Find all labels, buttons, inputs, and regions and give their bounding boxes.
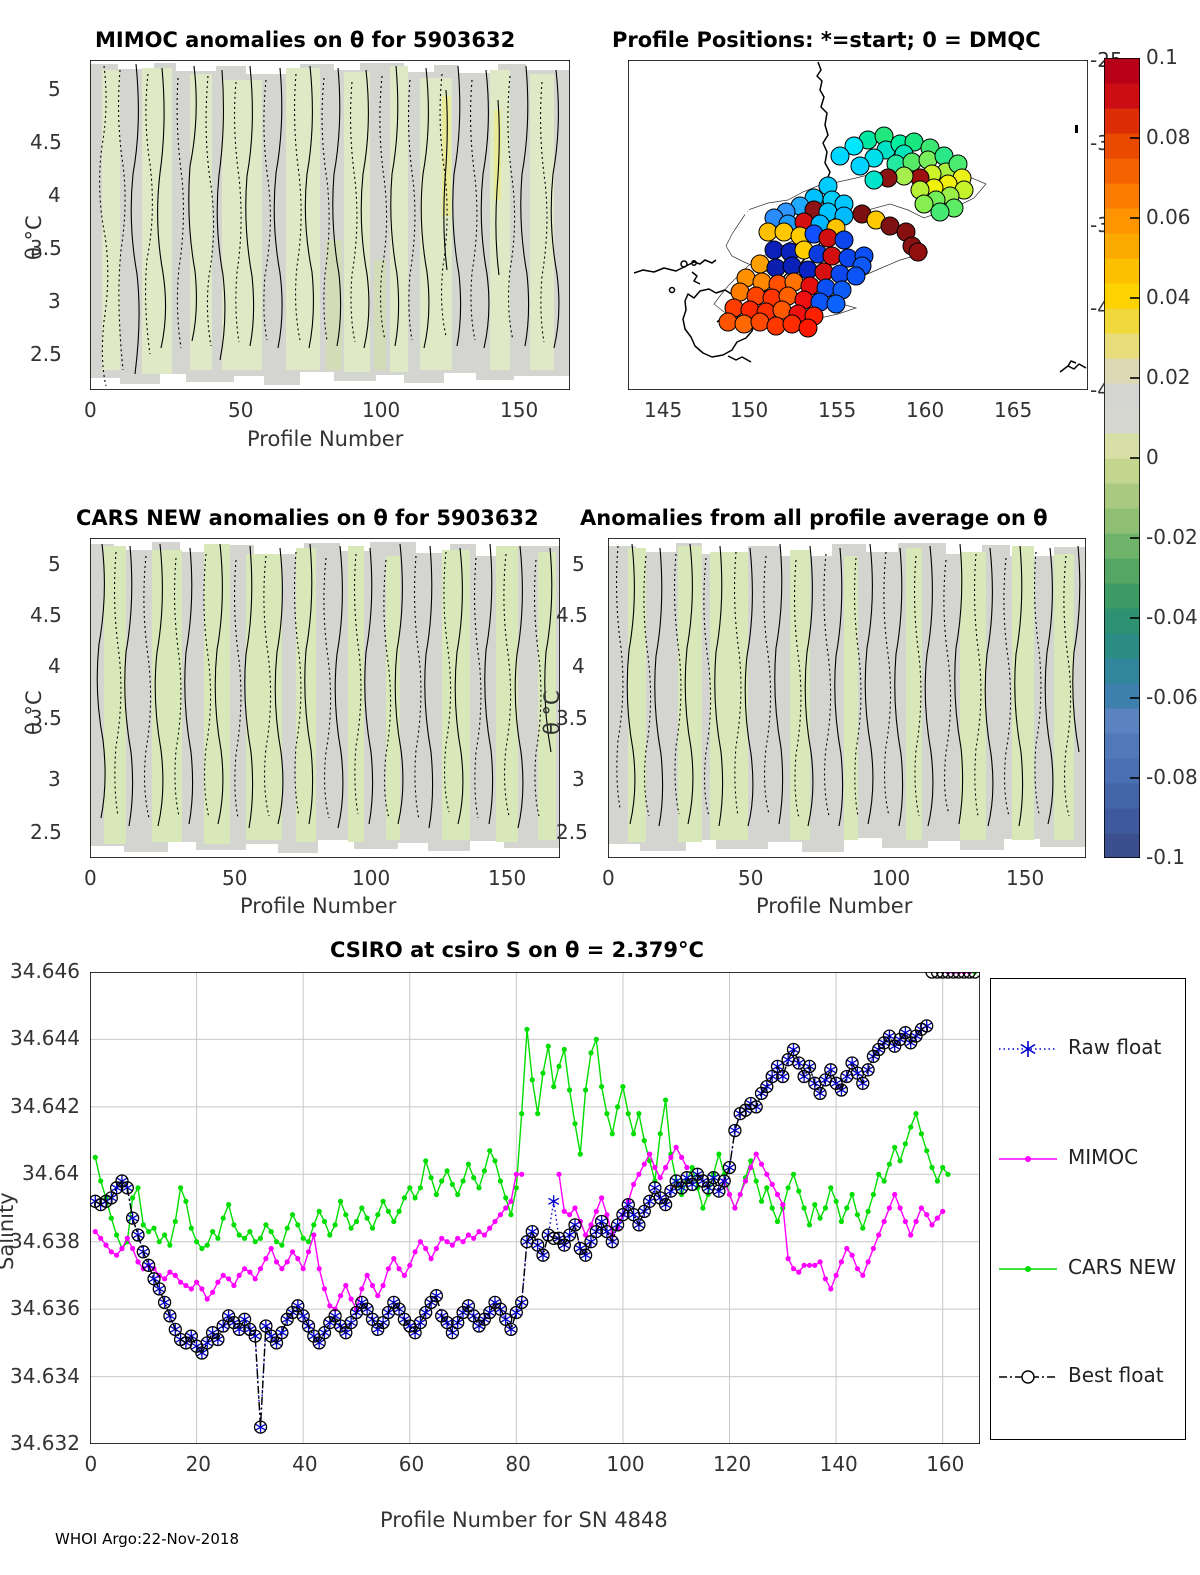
- allprof-ytick-2p5: 2.5: [556, 820, 588, 844]
- allprof-xtick-150: 150: [1006, 866, 1045, 890]
- salinity-xtick-2: 40: [292, 1452, 318, 1476]
- mimoc-ytick-2p5: 2.5: [30, 342, 62, 366]
- salinity-ytick-4: 34.64: [22, 1161, 80, 1186]
- cars-ytick-3: 3: [48, 767, 61, 791]
- mimoc-ytick-4p5: 4.5: [30, 130, 62, 154]
- salinity-xtick-1: 20: [185, 1452, 212, 1476]
- allprof-xtick-0: 0: [602, 866, 615, 890]
- footer-text: WHOI Argo:22-Nov-2018: [55, 1530, 239, 1548]
- salinity-xtick-6: 120: [713, 1452, 752, 1476]
- map-xtick-165: 165: [994, 398, 1033, 422]
- cars-xtick-50: 50: [222, 866, 248, 890]
- cars-xtick-150: 150: [488, 866, 527, 890]
- salinity-ytick-7: 34.646: [10, 959, 80, 983]
- salinity-timeseries-plot: [90, 972, 980, 1444]
- cars-ytick-3p5: 3.5: [30, 706, 62, 730]
- allprof-x-axis-label: Profile Number: [756, 894, 913, 918]
- cars-xtick-0: 0: [84, 866, 97, 890]
- colorbar-tick-1: 0.08: [1146, 125, 1191, 149]
- allprof-xtick-50: 50: [738, 866, 764, 890]
- salinity-ytick-2: 34.636: [10, 1296, 80, 1321]
- mimoc-ytick-3p5: 3.5: [30, 236, 62, 260]
- cars-panel-title: CARS NEW anomalies on θ for 5903632: [76, 506, 539, 530]
- allprof-panel-title: Anomalies from all profile average on θ: [580, 506, 1048, 530]
- colorbar-tick-6: -0.02: [1146, 525, 1198, 549]
- map-xtick-150: 150: [730, 398, 769, 422]
- salinity-xtick-5: 100: [606, 1452, 645, 1476]
- cars-ytick-4p5: 4.5: [30, 603, 62, 627]
- mimoc-xtick-50: 50: [228, 398, 254, 422]
- mimoc-xtick-100: 100: [362, 398, 401, 422]
- cars-ytick-5: 5: [48, 552, 61, 576]
- salinity-xtick-3: 60: [398, 1452, 425, 1476]
- colorbar: [1104, 58, 1140, 858]
- colorbar-tick-2: 0.06: [1146, 205, 1191, 229]
- salinity-xtick-7: 140: [819, 1452, 858, 1476]
- salinity-xtick-8: 160: [926, 1452, 965, 1476]
- salinity-ytick-3: 34.638: [10, 1228, 80, 1253]
- mimoc-ytick-3: 3: [48, 289, 61, 313]
- cars-xtick-100: 100: [352, 866, 391, 890]
- colorbar-tick-0: 0.1: [1146, 45, 1178, 69]
- legend-label-mimoc: MIMOC: [1068, 1145, 1139, 1169]
- salinity-ytick-1: 34.634: [10, 1363, 80, 1388]
- colorbar-tick-9: -0.08: [1146, 765, 1198, 789]
- colorbar-tick-4: 0.02: [1146, 365, 1191, 389]
- map-xtick-155: 155: [818, 398, 857, 422]
- legend-label-best-float: Best float: [1068, 1363, 1164, 1387]
- salinity-x-axis-label: Profile Number for SN 4848: [380, 1508, 668, 1532]
- salinity-ytick-6: 34.644: [10, 1026, 80, 1051]
- allprofile-contour-plot: [608, 538, 1086, 858]
- cars-ytick-2p5: 2.5: [30, 820, 62, 844]
- stray-mark: [1075, 125, 1078, 133]
- mimoc-ytick-4: 4: [48, 183, 61, 207]
- salinity-xtick-0: 0: [84, 1452, 98, 1476]
- mimoc-xtick-150: 150: [500, 398, 539, 422]
- mimoc-panel-title: MIMOC anomalies on θ for 5903632: [95, 28, 516, 52]
- cars-contour-plot: [90, 538, 560, 858]
- salinity-panel-title: CSIRO at csiro S on θ = 2.379°C: [330, 938, 704, 962]
- colorbar-tick-8: -0.06: [1146, 685, 1198, 709]
- colorbar-tick-7: -0.04: [1146, 605, 1198, 629]
- mimoc-xtick-0: 0: [84, 398, 97, 422]
- mimoc-x-axis-label: Profile Number: [247, 427, 404, 451]
- mimoc-contour-plot: [90, 60, 570, 390]
- mimoc-ytick-5: 5: [48, 77, 61, 101]
- allprof-ytick-4: 4: [572, 654, 585, 678]
- allprof-ytick-3: 3: [572, 767, 585, 791]
- allprof-ytick-3p5: 3.5: [556, 706, 588, 730]
- salinity-ytick-0: 34.632: [10, 1431, 80, 1455]
- salinity-ytick-5: 34.642: [10, 1093, 80, 1118]
- allprof-ytick-5: 5: [572, 552, 585, 576]
- legend-label-cars-new: CARS NEW: [1068, 1255, 1176, 1279]
- cars-x-axis-label: Profile Number: [240, 894, 397, 918]
- colorbar-tick-3: 0.04: [1146, 285, 1191, 309]
- salinity-legend: [990, 978, 1186, 1440]
- allprof-ytick-4p5: 4.5: [556, 603, 588, 627]
- legend-label-raw-float: Raw float: [1068, 1035, 1162, 1059]
- colorbar-tick-10: -0.1: [1146, 845, 1186, 869]
- cars-ytick-4: 4: [48, 654, 61, 678]
- profile-positions-map: [628, 60, 1088, 390]
- colorbar-tick-5: 0: [1146, 445, 1159, 469]
- allprof-xtick-100: 100: [872, 866, 911, 890]
- map-xtick-160: 160: [906, 398, 945, 422]
- map-xtick-145: 145: [644, 398, 683, 422]
- salinity-xtick-4: 80: [505, 1452, 531, 1476]
- map-panel-title: Profile Positions: *=start; 0 = DMQC: [612, 28, 1041, 52]
